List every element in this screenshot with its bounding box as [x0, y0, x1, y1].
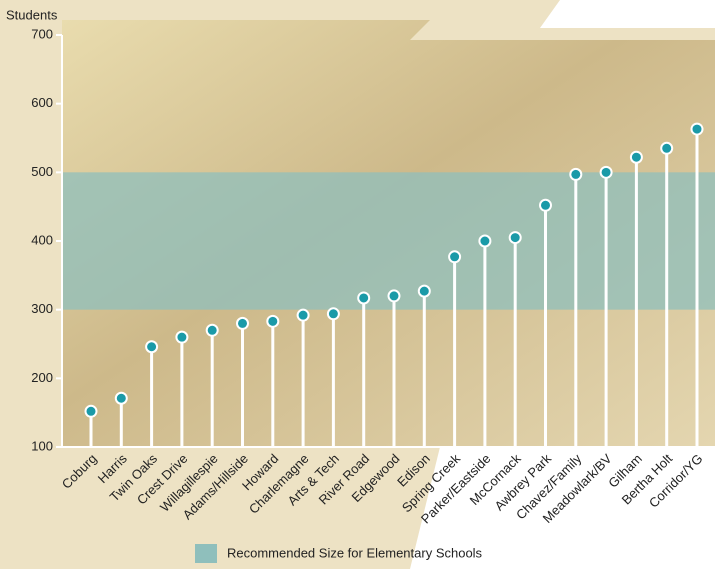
dot: [175, 330, 189, 344]
dot: [266, 314, 280, 328]
dot: [508, 231, 522, 245]
y-tick-label: 400: [31, 232, 53, 247]
y-axis-label: Students: [6, 7, 58, 22]
dot: [236, 316, 249, 330]
dot: [205, 323, 219, 337]
dot: [599, 165, 613, 179]
legend-swatch: [195, 544, 217, 563]
dot: [84, 404, 98, 418]
dot: [387, 289, 401, 303]
legend-label: Recommended Size for Elementary Schools: [227, 545, 483, 560]
dot: [539, 198, 552, 212]
dot: [114, 391, 128, 405]
y-tick-label: 600: [31, 95, 53, 110]
dot: [478, 234, 492, 248]
y-tick-label: 200: [31, 370, 53, 385]
y-tick-label: 700: [31, 26, 53, 41]
corner-panel: [540, 0, 715, 28]
dot: [629, 150, 643, 164]
dot: [569, 167, 583, 181]
y-tick-label: 100: [31, 438, 53, 453]
dot: [326, 307, 340, 321]
dot: [145, 340, 159, 354]
dot: [448, 250, 462, 264]
dot: [660, 141, 674, 155]
dot: [296, 308, 310, 322]
lower-panel: [410, 447, 715, 569]
dot: [690, 122, 704, 136]
y-tick-label: 300: [31, 301, 53, 316]
recommended-band: [62, 172, 715, 310]
dot: [417, 284, 431, 298]
dot: [357, 291, 371, 305]
y-tick-label: 500: [31, 164, 53, 179]
